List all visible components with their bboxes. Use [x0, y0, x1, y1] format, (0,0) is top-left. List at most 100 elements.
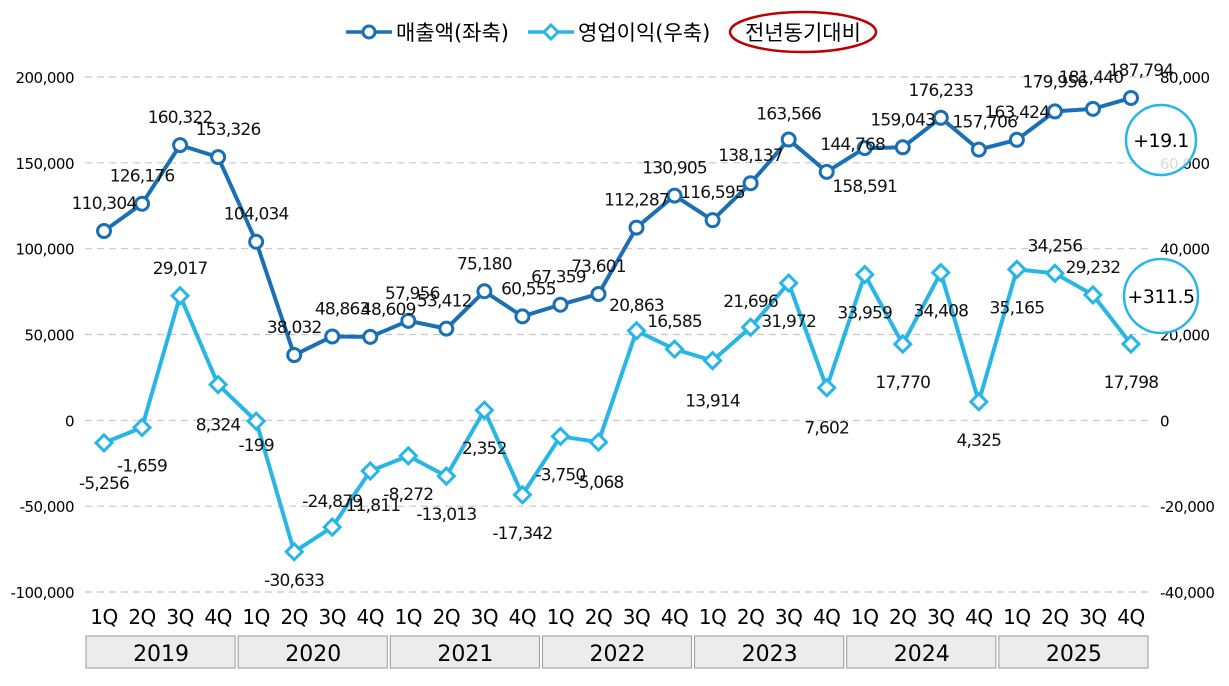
year-box	[998, 635, 1149, 669]
sales-data-label: 60,555	[501, 279, 556, 299]
op-point	[740, 317, 761, 338]
sales-data-label: 48,863	[315, 299, 370, 319]
op-point	[626, 320, 647, 341]
quarter-label: 1Q	[1003, 605, 1030, 629]
x-axis: 1Q 2Q 3Q 4Q 1Q 2Q 3Q 4Q 1Q 2Q 3Q 4Q 1Q 2Q 3Q 4Q 1Q 2Q 3Q 4Q…	[85, 605, 1149, 669]
sales-point	[438, 320, 455, 337]
sales-data-label: 38,032	[267, 318, 322, 338]
yoy-annotations: +19.1 +311.5	[1122, 103, 1200, 335]
op-point	[550, 426, 571, 447]
op-data-label: 21,696	[723, 292, 778, 312]
op-data-label: 34,256	[1028, 236, 1083, 256]
left-tick-label: 150,000	[15, 155, 74, 173]
sales-data-label: 187,794	[1109, 61, 1174, 81]
right-tick-label: 0	[1160, 412, 1169, 430]
year-label: 2021	[437, 642, 493, 667]
quarter-label: 4Q	[965, 605, 992, 629]
right-tick-label: 80,000	[1160, 69, 1210, 87]
right-tick-label: -40,000	[1160, 584, 1214, 602]
yoy-value: +19.1	[1133, 130, 1189, 152]
legend-op-marker	[541, 22, 561, 42]
sales-data-label: 116,595	[680, 183, 745, 203]
sales-data-label: 158,591	[832, 177, 897, 197]
sales-data-label: 110,304	[72, 194, 137, 214]
series-line	[102, 96, 1132, 358]
year-label: 2020	[285, 642, 341, 667]
year-box	[389, 635, 540, 669]
sales-point	[742, 175, 759, 192]
quarter-label: 1Q	[242, 605, 269, 629]
left-tick-label: -50,000	[20, 498, 74, 516]
op-data-label: 4,325	[957, 431, 1002, 451]
sales-point	[400, 312, 417, 329]
sales-data-label: 153,326	[196, 120, 261, 140]
op-data-label: 2,352	[462, 439, 507, 459]
quarter-label: 4Q	[357, 605, 384, 629]
op-point	[1044, 263, 1066, 284]
legend-yoy-ellipse	[728, 10, 878, 54]
sales-data-label: 181,440	[1059, 68, 1124, 88]
sales-point	[210, 149, 227, 166]
left-tick-label: 200,000	[15, 69, 74, 87]
sales-point	[552, 296, 569, 313]
sales-point	[476, 283, 493, 300]
sales-data-label: 130,905	[642, 159, 707, 179]
op-point	[169, 285, 191, 306]
sales-point	[286, 347, 303, 364]
quarter-label: 3Q	[927, 605, 954, 629]
quarter-label: 1Q	[395, 605, 422, 629]
op-point	[1006, 259, 1028, 280]
operating-profit-labels: -5,256-1,659 29,017 8,324-199 -30,633 -24,87…	[79, 236, 1159, 591]
quarter-label: 3Q	[471, 605, 498, 629]
quarter-label: 3Q	[166, 605, 193, 629]
sales-point	[1046, 103, 1063, 120]
sales-point	[818, 163, 835, 180]
quarter-label: 4Q	[509, 605, 536, 629]
year-box	[541, 635, 693, 669]
sales-point	[1122, 89, 1139, 106]
yoy-value: +311.5	[1127, 286, 1194, 308]
sales-point	[172, 137, 189, 154]
sales-data-label: 163,424	[985, 103, 1050, 123]
op-point	[930, 262, 951, 283]
sales-series	[96, 89, 1139, 364]
sales-point	[932, 109, 949, 126]
op-data-label: 29,232	[1066, 258, 1121, 278]
year-label: 2024	[894, 642, 950, 667]
sales-point	[248, 233, 265, 250]
op-data-label: 34,408	[913, 302, 968, 322]
sales-data-label: 138,137	[718, 146, 783, 166]
sales-point	[1008, 131, 1025, 148]
year-box	[846, 635, 997, 669]
sales-data-label: 179,956	[1023, 72, 1088, 92]
op-data-label: 7,602	[804, 419, 849, 439]
series-line	[103, 267, 1133, 554]
op-data-label: -30,633	[264, 571, 324, 591]
yoy-circle	[1124, 103, 1198, 177]
quarter-label: 2Q	[585, 605, 612, 629]
op-data-label: -13,013	[416, 505, 476, 525]
sales-data-label: 53,412	[417, 292, 472, 312]
op-point	[702, 350, 723, 371]
quarter-label: 3Q	[1079, 605, 1106, 629]
op-data-label: -24,879	[302, 492, 362, 512]
op-data-label: -17,342	[492, 524, 552, 544]
sales-point	[704, 212, 721, 229]
quarter-label: 1Q	[547, 605, 574, 629]
year-label: 2025	[1046, 642, 1102, 667]
op-point	[208, 374, 229, 395]
op-point	[1082, 284, 1104, 306]
op-point	[588, 431, 609, 453]
quarter-label: 4Q	[204, 605, 231, 629]
op-data-label: 8,324	[196, 416, 241, 436]
sales-data-label: 176,233	[908, 81, 973, 101]
year-box	[85, 635, 236, 669]
left-axis: -100,000 -50,000 0 50,000 100,000 150,000 200,…	[11, 69, 75, 602]
sales-point	[780, 131, 797, 148]
quarter-label: 4Q	[1117, 605, 1144, 629]
sales-data-label: 144,768	[820, 135, 885, 155]
legend-sales-marker	[361, 24, 377, 40]
year-box	[237, 635, 388, 669]
quarter-label: 1Q	[699, 605, 726, 629]
legend-op-label: 영업이익(우축)	[578, 21, 710, 45]
